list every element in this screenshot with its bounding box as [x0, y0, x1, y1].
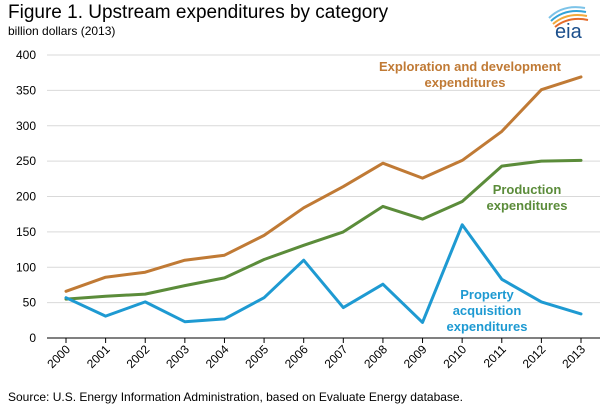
series-label-line: Exploration and development [379, 59, 562, 74]
x-tick-label: 2002 [124, 342, 153, 371]
gridlines [47, 54, 600, 304]
x-tick-label: 2011 [481, 342, 509, 370]
y-axis: 0 50 100 150 200 250 300 350 400 [16, 48, 36, 345]
series-label-line: expenditures [447, 319, 528, 334]
y-tick-label: 50 [23, 296, 37, 310]
chart-subtitle: billion dollars (2013) [8, 24, 116, 38]
y-tick-label: 0 [29, 331, 36, 345]
y-tick-label: 200 [16, 190, 36, 204]
series-label-line: Property [460, 287, 514, 302]
y-tick-label: 350 [16, 83, 36, 97]
x-tick-label: 2001 [84, 342, 113, 371]
x-tick-label: 2008 [361, 342, 390, 371]
x-tick-label: 2006 [282, 342, 311, 371]
eia-logo: eia [548, 6, 589, 42]
x-tick-label: 2007 [322, 342, 351, 371]
x-tick-label: 2009 [401, 342, 430, 371]
series-label-line: Production [493, 182, 562, 197]
y-tick-label: 150 [16, 225, 36, 239]
logo-text: eia [555, 21, 583, 42]
x-tick-label: 2012 [520, 342, 549, 371]
series-label-line: acquisition [453, 303, 522, 318]
series-labels: Exploration and developmentexpendituresP… [379, 59, 567, 334]
y-tick-label: 100 [16, 260, 36, 274]
series-line-2 [64, 223, 583, 324]
x-axis: 2000 2001 2002 2003 2004 2005 2006 2007 2008 2009… [44, 337, 600, 371]
y-tick-label: 400 [16, 48, 36, 62]
x-tick-label: 2013 [559, 342, 588, 371]
y-tick-label: 300 [16, 119, 36, 133]
series-line-1 [64, 158, 583, 301]
x-tick-label: 2003 [163, 342, 192, 371]
x-tick-label: 2005 [242, 342, 271, 371]
sunburst-icon [548, 6, 589, 28]
x-tick-label: 2010 [440, 342, 469, 371]
x-tick-label: 2004 [203, 342, 232, 371]
series-lines [64, 75, 583, 324]
y-tick-label: 250 [16, 154, 36, 168]
x-tick-label: 2000 [44, 342, 73, 371]
series-label-line: expenditures [487, 198, 568, 213]
series-line-0 [64, 75, 583, 293]
chart-title: Figure 1. Upstream expenditures by categ… [8, 2, 389, 23]
series-label-line: expenditures [425, 75, 506, 90]
source-note: Source: U.S. Energy Information Administ… [8, 390, 463, 404]
